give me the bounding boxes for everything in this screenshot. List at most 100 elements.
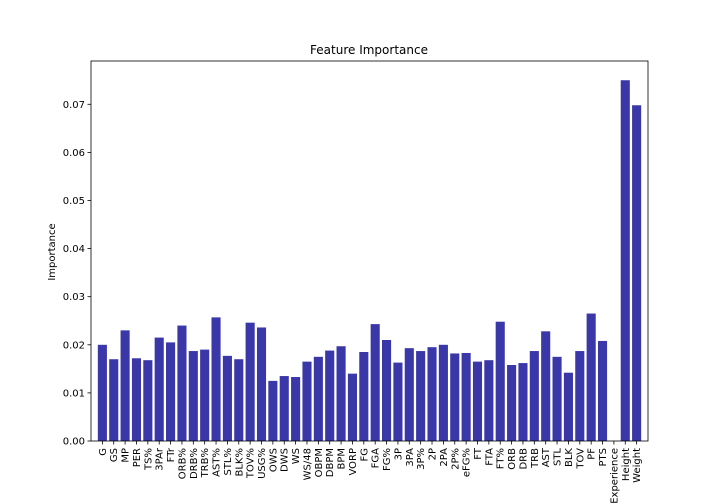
x-tick-label: DRB <box>518 448 529 470</box>
x-tick-label: OWS <box>268 448 279 472</box>
bar-Weight <box>632 105 642 441</box>
bar-VORP <box>347 373 357 441</box>
x-tick-label: 3P% <box>416 448 427 470</box>
bar-MP <box>120 330 130 441</box>
y-tick-label: 0.02 <box>63 340 85 351</box>
bar-GS <box>109 359 119 441</box>
bar-USG% <box>256 327 267 441</box>
bar-PF <box>586 313 596 441</box>
x-tick-label: TRB% <box>200 448 211 478</box>
x-tick-label: ORB% <box>177 448 188 479</box>
x-tick-label: FT <box>473 447 484 460</box>
x-tick-label: FTA <box>484 448 495 466</box>
bar-DWS <box>279 376 289 441</box>
bar-TRB% <box>200 349 210 441</box>
x-tick-label: DRB% <box>189 448 200 479</box>
bar-TRB <box>529 351 539 441</box>
y-tick-label: 0.05 <box>63 196 85 207</box>
x-tick-label: DWS <box>280 448 291 472</box>
x-tick-label: 2P <box>428 448 439 460</box>
bar-BPM <box>336 346 346 441</box>
x-tick-label: VORP <box>348 448 359 476</box>
bar-FT% <box>495 321 505 441</box>
x-tick-label: Experience <box>609 448 620 504</box>
x-tick-label: 2P% <box>450 448 461 470</box>
bar-ORB <box>507 365 517 441</box>
y-tick-label: 0.03 <box>63 292 85 303</box>
bar-WS/48 <box>302 361 312 441</box>
bar-TOV% <box>245 322 255 441</box>
y-tick-label: 0.07 <box>63 100 85 111</box>
x-tick-label: DBPM <box>325 448 336 477</box>
x-tick-label: Height <box>621 448 632 481</box>
bar-WS <box>291 377 301 441</box>
x-axis: G GS MP PER TS% 3PAr FTr ORB% DRB% TRB% AST% STL% BL… <box>98 441 643 504</box>
x-tick-label: 3PAr <box>155 447 166 471</box>
x-tick-label: STL% <box>223 448 234 476</box>
x-tick-label: BPM <box>337 448 348 470</box>
bar-PTS <box>597 340 608 441</box>
bar-PER <box>131 358 142 441</box>
x-tick-label: 3P <box>393 448 404 460</box>
bar-FT <box>472 361 483 441</box>
bar-eFG% <box>461 352 471 441</box>
bar-FGA <box>370 324 380 441</box>
x-tick-label: TOV% <box>246 448 257 479</box>
bar-3P% <box>416 351 426 441</box>
bar-BLK <box>563 372 573 441</box>
bar-BLK% <box>234 359 244 441</box>
y-tick-label: 0.04 <box>63 244 85 255</box>
y-tick-label: 0.06 <box>63 148 85 159</box>
x-tick-label: PF <box>587 448 598 460</box>
bar-3PA <box>404 348 414 441</box>
bar-2P <box>427 347 437 441</box>
x-tick-label: GS <box>109 448 120 462</box>
y-axis-label: Importance <box>47 223 58 280</box>
x-tick-label: FGA <box>371 448 382 469</box>
bar-AST% <box>211 317 221 441</box>
x-tick-label: WS <box>291 448 302 464</box>
x-tick-label: 2PA <box>439 448 450 467</box>
x-tick-label: BLK <box>564 448 575 467</box>
x-tick-label: AST% <box>212 448 223 477</box>
bar-DRB <box>518 363 528 441</box>
bar-AST <box>541 331 551 441</box>
x-tick-label: TS% <box>143 448 154 471</box>
x-tick-label: AST <box>541 447 552 467</box>
x-tick-label: FT% <box>496 448 507 469</box>
bar-ORB% <box>177 325 187 441</box>
x-tick-label: TRB <box>530 448 541 469</box>
bar-3PAr <box>154 337 164 441</box>
bar-DBPM <box>325 350 335 441</box>
bar-FTr <box>166 342 176 441</box>
y-tick-label: 0.00 <box>63 437 85 448</box>
bar-G <box>97 344 107 441</box>
bar-2PA <box>438 344 448 441</box>
bar-DRB% <box>188 351 198 441</box>
bar-Height <box>620 80 630 441</box>
plot-frame <box>90 60 649 442</box>
x-tick-label: ORB <box>507 448 518 470</box>
bars-group <box>97 80 642 441</box>
bar-TS% <box>143 360 153 441</box>
bar-STL <box>552 356 562 441</box>
y-axis: 0.00 0.01 0.02 0.03 0.04 0.05 0.06 0.07 <box>63 100 91 448</box>
x-tick-label: PER <box>132 448 143 467</box>
x-tick-label: 3PA <box>405 448 416 467</box>
chart-title: Feature Importance <box>310 43 428 57</box>
bar-3P <box>393 362 403 441</box>
x-tick-label: USG% <box>257 448 268 479</box>
y-tick-label: 0.01 <box>63 388 85 399</box>
x-tick-label: STL <box>553 448 564 466</box>
x-tick-label: G <box>98 448 109 456</box>
x-tick-label: FG <box>359 448 370 462</box>
x-tick-label: eFG% <box>462 448 473 477</box>
x-tick-label: WS/48 <box>302 448 313 480</box>
bar-OBPM <box>313 356 323 441</box>
x-tick-label: TOV <box>575 448 586 470</box>
x-tick-label: MP <box>121 448 132 463</box>
x-tick-label: PTS <box>598 448 609 467</box>
x-tick-label: BLK% <box>234 448 245 477</box>
x-tick-label: Weight <box>632 448 643 483</box>
